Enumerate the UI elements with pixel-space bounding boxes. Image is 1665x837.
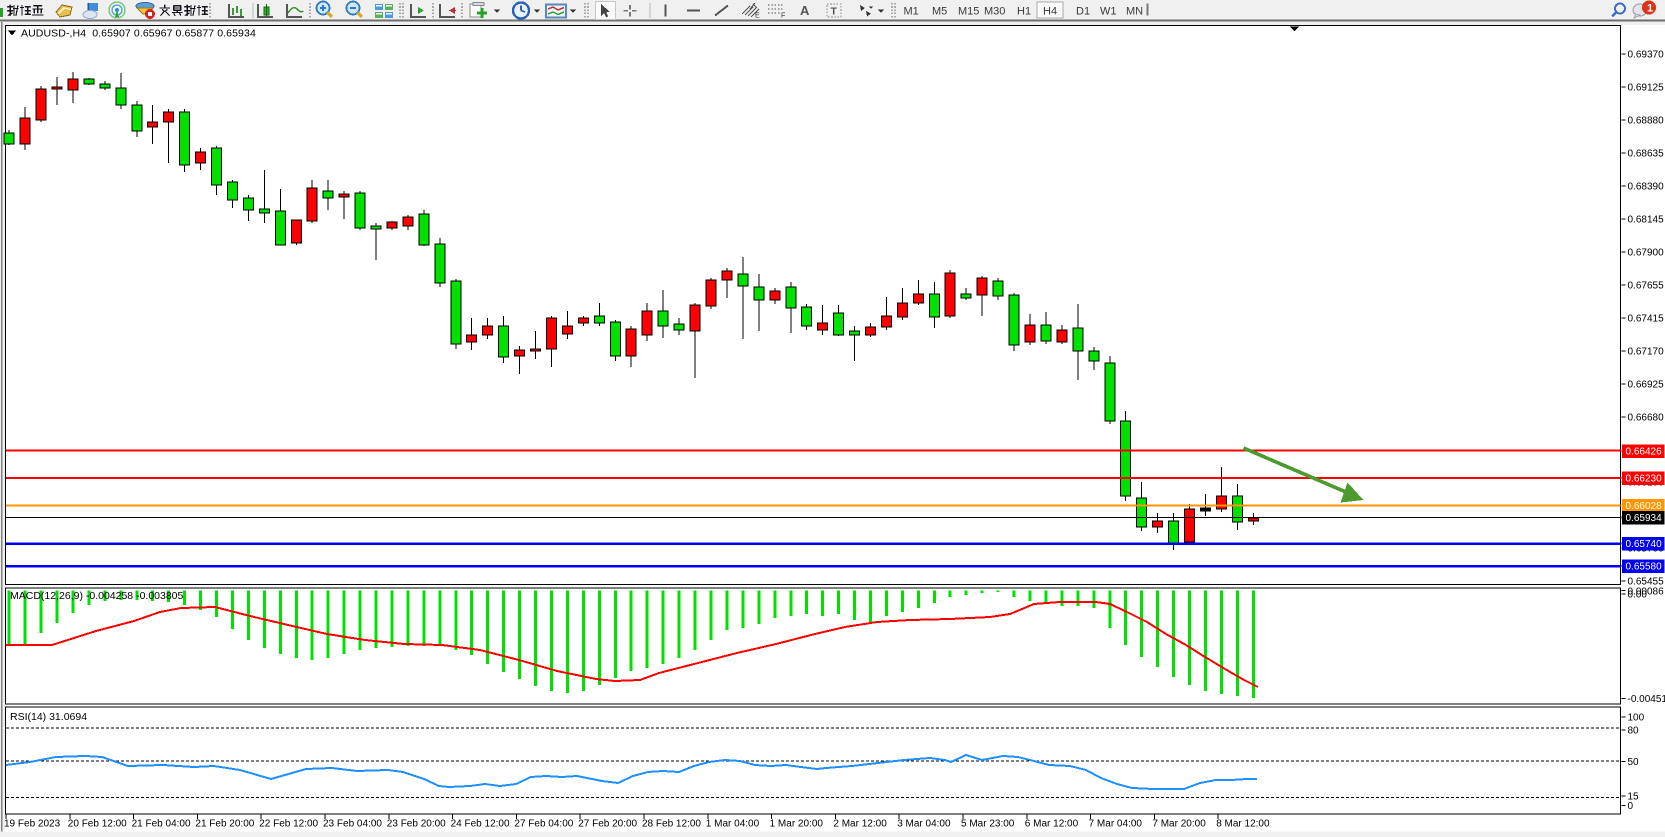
svg-text:0.00: 0.00 <box>1628 590 1648 601</box>
svg-text:20 Feb 12:00: 20 Feb 12:00 <box>68 819 127 830</box>
svg-text:MACD(12,26,9) -0.004258 -0.003: MACD(12,26,9) -0.004258 -0.003805 <box>10 590 184 602</box>
svg-text:23 Feb 20:00: 23 Feb 20:00 <box>387 819 446 830</box>
svg-text:5 Mar 23:00: 5 Mar 23:00 <box>961 819 1015 830</box>
svg-text:24 Feb 12:00: 24 Feb 12:00 <box>451 819 510 830</box>
svg-text:MN: MN <box>1126 6 1143 18</box>
svg-text:0.68390: 0.68390 <box>1628 182 1665 193</box>
svg-text:28 Feb 12:00: 28 Feb 12:00 <box>642 819 701 830</box>
svg-text:21 Feb 20:00: 21 Feb 20:00 <box>195 819 254 830</box>
svg-text:22 Feb 12:00: 22 Feb 12:00 <box>259 819 318 830</box>
svg-text:M5: M5 <box>932 6 947 18</box>
svg-text:0.67655: 0.67655 <box>1628 281 1665 292</box>
svg-text:T: T <box>831 6 838 18</box>
svg-text:19 Feb 2023: 19 Feb 2023 <box>4 819 61 830</box>
svg-text:0.66426: 0.66426 <box>1626 447 1663 458</box>
svg-text:2 Mar 12:00: 2 Mar 12:00 <box>833 819 887 830</box>
svg-text:0.68635: 0.68635 <box>1628 149 1665 160</box>
svg-text:0.65580: 0.65580 <box>1626 562 1663 573</box>
svg-text:0.69125: 0.69125 <box>1628 83 1665 94</box>
svg-text:AUDUSD-,H4 0.65907 0.65967 0.: AUDUSD-,H4 0.65907 0.65967 0.65877 0.659… <box>21 28 256 40</box>
svg-text:3 Mar 04:00: 3 Mar 04:00 <box>897 819 951 830</box>
svg-text:M1: M1 <box>904 6 919 18</box>
svg-text:21 Feb 04:00: 21 Feb 04:00 <box>132 819 191 830</box>
svg-text:1 Mar 04:00: 1 Mar 04:00 <box>706 819 760 830</box>
svg-text:0.67900: 0.67900 <box>1628 248 1665 259</box>
svg-text:H4: H4 <box>1043 6 1057 18</box>
svg-text:W1: W1 <box>1100 6 1117 18</box>
svg-text:0.68145: 0.68145 <box>1628 215 1665 226</box>
svg-text:D1: D1 <box>1076 6 1090 18</box>
svg-text:0.65934: 0.65934 <box>1626 513 1663 524</box>
svg-text:7 Mar 20:00: 7 Mar 20:00 <box>1152 819 1206 830</box>
svg-text:-0.004519: -0.004519 <box>1628 694 1665 705</box>
svg-text:0.66925: 0.66925 <box>1628 380 1665 391</box>
svg-text:M15: M15 <box>958 6 979 18</box>
svg-text:8 Mar 12:00: 8 Mar 12:00 <box>1216 819 1270 830</box>
svg-text:0.67170: 0.67170 <box>1628 347 1665 358</box>
svg-text:F: F <box>781 13 785 20</box>
svg-text:0.66028: 0.66028 <box>1626 501 1663 512</box>
svg-text:0: 0 <box>1628 801 1634 812</box>
svg-text:1 Mar 20:00: 1 Mar 20:00 <box>770 819 824 830</box>
svg-text:15: 15 <box>1628 792 1640 803</box>
svg-text:27 Feb 20:00: 27 Feb 20:00 <box>578 819 637 830</box>
svg-text:27 Feb 04:00: 27 Feb 04:00 <box>514 819 573 830</box>
svg-text:0.69370: 0.69370 <box>1628 50 1665 61</box>
svg-text:M30: M30 <box>984 6 1005 18</box>
svg-text:0.66680: 0.66680 <box>1628 413 1665 424</box>
svg-text:1: 1 <box>1647 3 1653 15</box>
svg-text:7 Mar 04:00: 7 Mar 04:00 <box>1089 819 1143 830</box>
svg-text:50: 50 <box>1628 757 1640 768</box>
svg-text:E: E <box>755 13 760 20</box>
svg-text:6 Mar 12:00: 6 Mar 12:00 <box>1025 819 1079 830</box>
svg-text:0.68880: 0.68880 <box>1628 116 1665 127</box>
svg-text:H1: H1 <box>1017 6 1031 18</box>
svg-text:0.65455: 0.65455 <box>1628 577 1665 588</box>
svg-text:RSI(14) 31.0694: RSI(14) 31.0694 <box>10 711 87 723</box>
svg-text:0.67415: 0.67415 <box>1628 314 1665 325</box>
svg-text:100: 100 <box>1628 713 1645 724</box>
svg-text:23 Feb 04:00: 23 Feb 04:00 <box>323 819 382 830</box>
svg-text:0.66230: 0.66230 <box>1626 474 1663 485</box>
svg-text:A: A <box>800 3 810 18</box>
svg-text:0.00086: 0.00086 <box>1628 587 1665 598</box>
svg-text:80: 80 <box>1628 726 1640 737</box>
svg-text:0.65740: 0.65740 <box>1626 539 1663 550</box>
